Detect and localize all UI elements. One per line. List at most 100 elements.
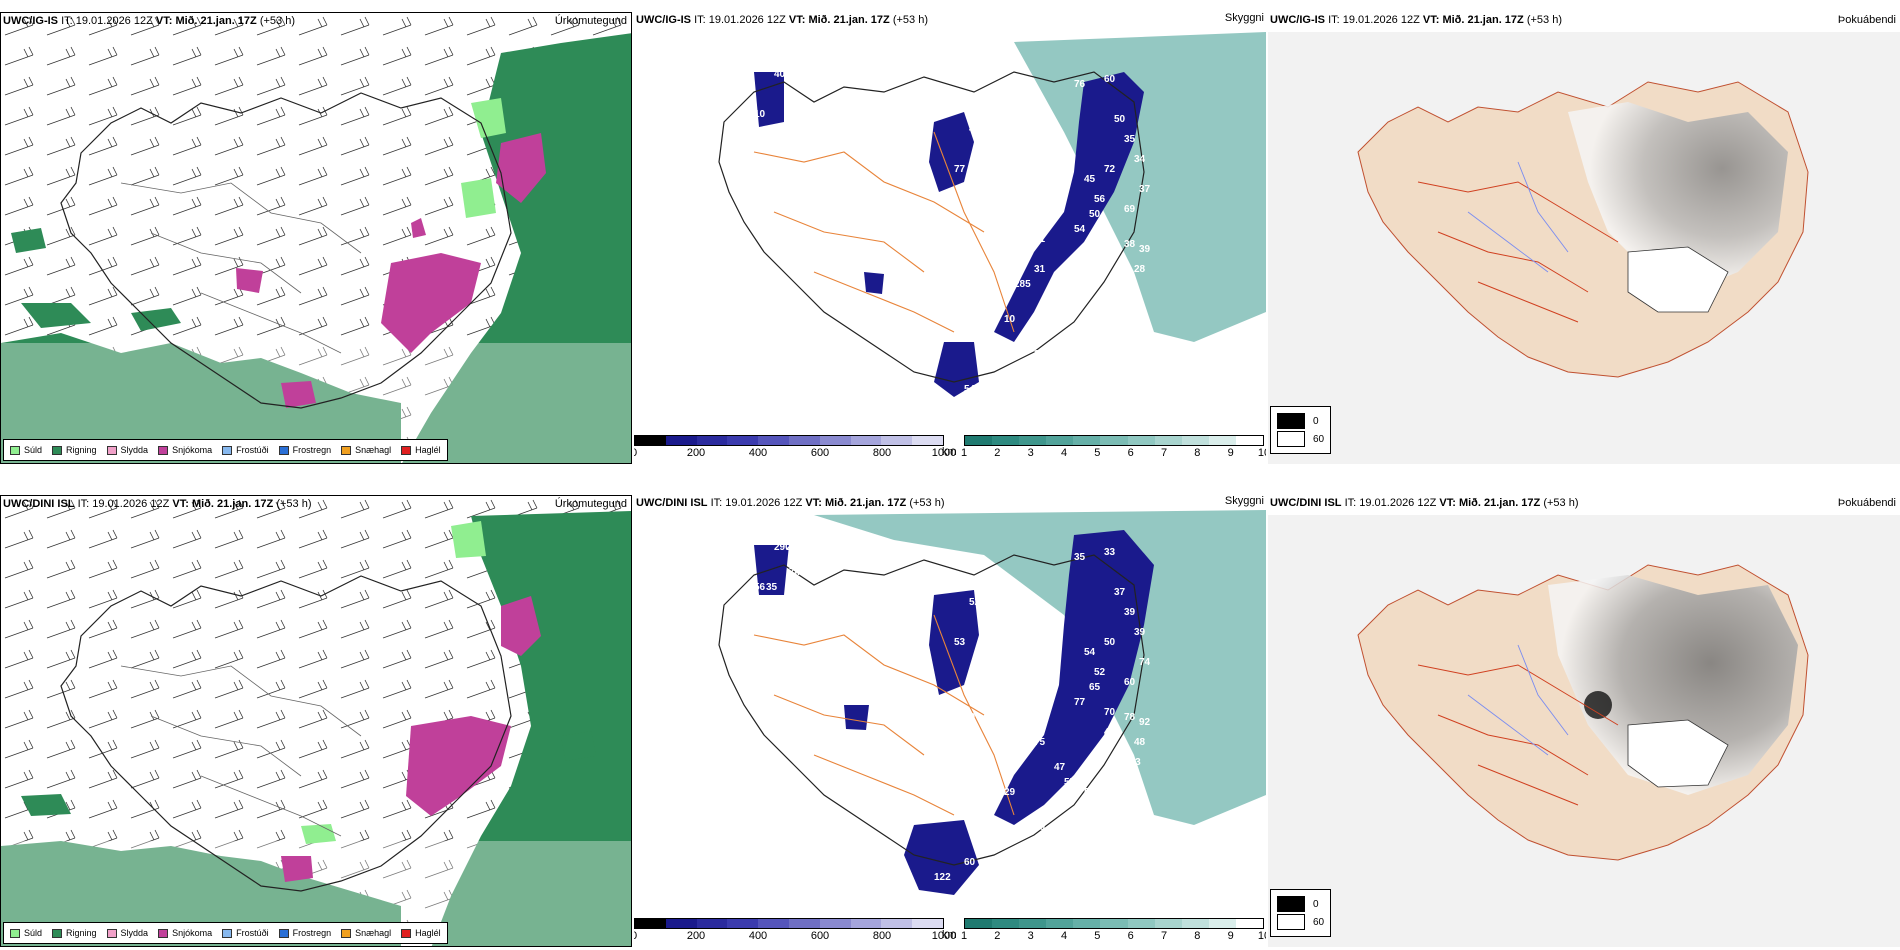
drizzle-areas: [461, 98, 506, 218]
cloud-base-colorbar: 02004006008001000 m: [634, 918, 956, 943]
precip-legend: Súld Rigning Slydda Snjókoma Frostúði Fr…: [3, 922, 448, 944]
colorbar-segment: [1208, 436, 1236, 445]
visibility-value-label: 65: [1089, 682, 1101, 693]
visibility-colorbar: 12345678910 km: [942, 918, 1266, 943]
legend-item: Súld: [10, 928, 42, 938]
legend-swatch: [401, 928, 412, 938]
visibility-value-label: 52: [1094, 667, 1106, 678]
legend-item: Haglél: [401, 445, 441, 455]
visibility-value-label: 52: [969, 597, 981, 608]
colorbar-tick-label: 4: [1060, 447, 1068, 459]
colorbar-segment: [1100, 436, 1128, 445]
legend-swatch: [341, 445, 352, 455]
roads: [753, 614, 1015, 816]
visibility-value-label: 74: [789, 567, 801, 578]
panel-product-title: Úrkomutegund: [554, 498, 627, 510]
visibility-value-label: 58: [1034, 707, 1046, 718]
panel-product-title: Þokuábendi: [1837, 14, 1896, 26]
visibility-value-label: 10: [1004, 314, 1016, 325]
colorbar-segment: [965, 436, 993, 445]
colorbar-tick-label: 7: [1160, 930, 1168, 942]
rain-areas: [1, 511, 631, 946]
visibility-value-label: 41: [981, 597, 993, 608]
visibility-value-label: 92: [1139, 717, 1151, 728]
roads: [753, 131, 1015, 333]
colorbar-segment: [1181, 436, 1209, 445]
legend-swatch: [106, 928, 117, 938]
colorbar-tick-label: 1: [960, 447, 968, 459]
fog-field: [1568, 102, 1788, 292]
colorbar-segment: [696, 436, 728, 445]
colorbar-segment: [788, 436, 820, 445]
colorbar-tick-label: 200: [686, 447, 706, 459]
colorbar-segment: [758, 436, 789, 445]
colorbar-tick-label: 800: [872, 930, 892, 942]
visibility-value-label: 37: [1139, 184, 1151, 195]
colorbar-segment: [1046, 919, 1074, 928]
colorbar-tick-label: 600: [810, 930, 830, 942]
visibility-value-label: 82: [1104, 234, 1116, 245]
legend-item: Snæhagl: [341, 928, 391, 938]
coastline: [60, 92, 512, 409]
cloud-base-areas: [754, 72, 1144, 397]
fog-dark-spot: [1584, 691, 1612, 719]
legend-swatch: [278, 445, 289, 455]
visibility-value-labels: 290 74 56 52 66 21 65 46 53 35 33 37 39 39 74 50 54 52 65 6…: [754, 542, 1151, 893]
visibility-value-label: 60: [1104, 74, 1116, 85]
precip-type-panel-dini: UWC/DINI ISL IT: 19.01.2026 12Z VT: Mið.…: [0, 495, 632, 947]
colorbar-tick-label: 4: [1060, 930, 1068, 942]
precip-map: [1, 13, 631, 463]
visibility-value-label: 44: [1014, 752, 1026, 763]
precip-legend: Súld Rigning Slydda Snjókoma Frostúði Fr…: [3, 439, 448, 461]
visibility-value-label: 70: [1114, 802, 1126, 813]
colorbar-tick-label: 8: [1194, 930, 1201, 942]
colorbar-tick-label: 9: [1227, 930, 1234, 942]
visibility-value-label: 41: [1104, 319, 1116, 330]
visibility-value-label: 35: [1074, 552, 1086, 563]
visibility-value-label: 33: [1104, 547, 1116, 558]
visibility-map: 290 74 56 52 66 21 65 46 53 35 33 37 39 39 74 50 54 52 65 6…: [718, 510, 1266, 895]
visibility-value-label: 50: [964, 712, 976, 723]
colorbar-tick-label: 0: [634, 930, 637, 942]
colorbar-segment: [1046, 436, 1074, 445]
visibility-value-label: 38: [1074, 344, 1086, 355]
visibility-value-label: 82: [979, 159, 991, 170]
legend-item: 60: [1277, 914, 1324, 930]
roads: [120, 665, 362, 837]
colorbar-segment: [665, 436, 697, 445]
legend-swatch: [10, 445, 20, 455]
visibility-value-label: 65: [979, 632, 991, 643]
colorbar-segment: [1073, 436, 1101, 445]
rain-areas: [1, 33, 631, 463]
rivers: [1467, 644, 1569, 756]
legend-swatch: [1277, 914, 1305, 930]
colorbar-tick-label: 5: [1094, 930, 1101, 942]
legend-item: Snjókoma: [158, 928, 212, 938]
colorbar-segment: [965, 919, 993, 928]
colorbar-segment: [635, 436, 666, 445]
visibility-value-label: 78: [1124, 712, 1136, 723]
colorbar-tick-label: 7: [1160, 447, 1168, 459]
fog-index-legend: 0 60: [1270, 889, 1332, 937]
colorbar-tick-label: 5: [1094, 447, 1101, 459]
colorbar-tick-label: 1000: [931, 447, 957, 459]
visibility-value-label: 48: [1104, 772, 1116, 783]
colorbar-tick-label: 8: [1194, 447, 1201, 459]
visibility-value-label: 21: [1034, 384, 1046, 395]
colorbar-segment: [819, 436, 851, 445]
visibility-value-label: 40: [774, 69, 786, 80]
visibility-value-label: 290: [774, 542, 791, 553]
visibility-colorbar: 12345678910 km: [942, 435, 1266, 460]
fog-index-map: [1268, 515, 1900, 947]
visibility-value-label: 43: [789, 94, 801, 105]
legend-item: Frostregn: [278, 445, 331, 455]
visibility-value-label: 31: [1034, 264, 1046, 275]
visibility-value-label: 51: [989, 114, 1001, 125]
legend-swatch: [158, 445, 169, 455]
visibility-value-label: 13: [849, 274, 861, 285]
colorbar-tick-label: 3: [1027, 447, 1034, 459]
colorbar-segment: [727, 919, 759, 928]
visibility-value-label: 109: [1034, 857, 1051, 868]
visibility-value-label: 33: [1074, 817, 1086, 828]
legend-swatch: [52, 445, 63, 455]
